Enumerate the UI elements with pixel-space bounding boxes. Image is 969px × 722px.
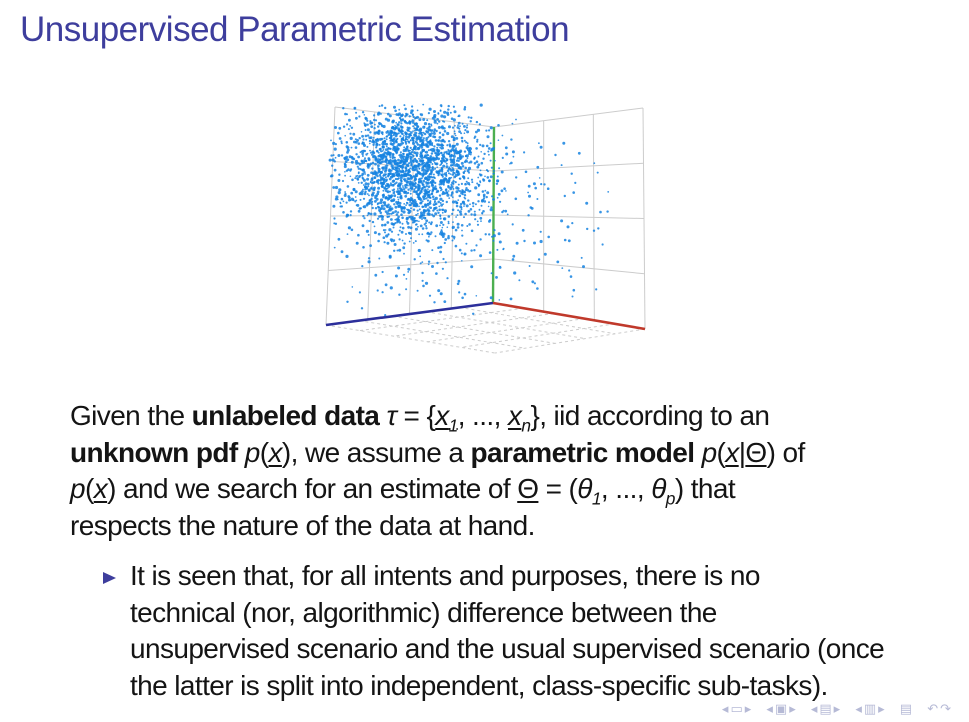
bullet-item: It is seen that, for all intents and pur… [130,560,885,701]
bullet-triangle-icon [103,572,116,584]
beamer-navigation-bar[interactable]: ◂▭▸ ◂▣▸ ◂▤▸ ◂▥▸ ▤ ↶↷ [721,702,953,717]
scatter3d-figure [280,90,700,390]
body-paragraph: Given the unlabeled data τ = {x1, ..., x… [70,400,805,541]
scatter3d-canvas [325,103,646,354]
slide-title: Unsupervised Parametric Estimation [20,10,570,49]
